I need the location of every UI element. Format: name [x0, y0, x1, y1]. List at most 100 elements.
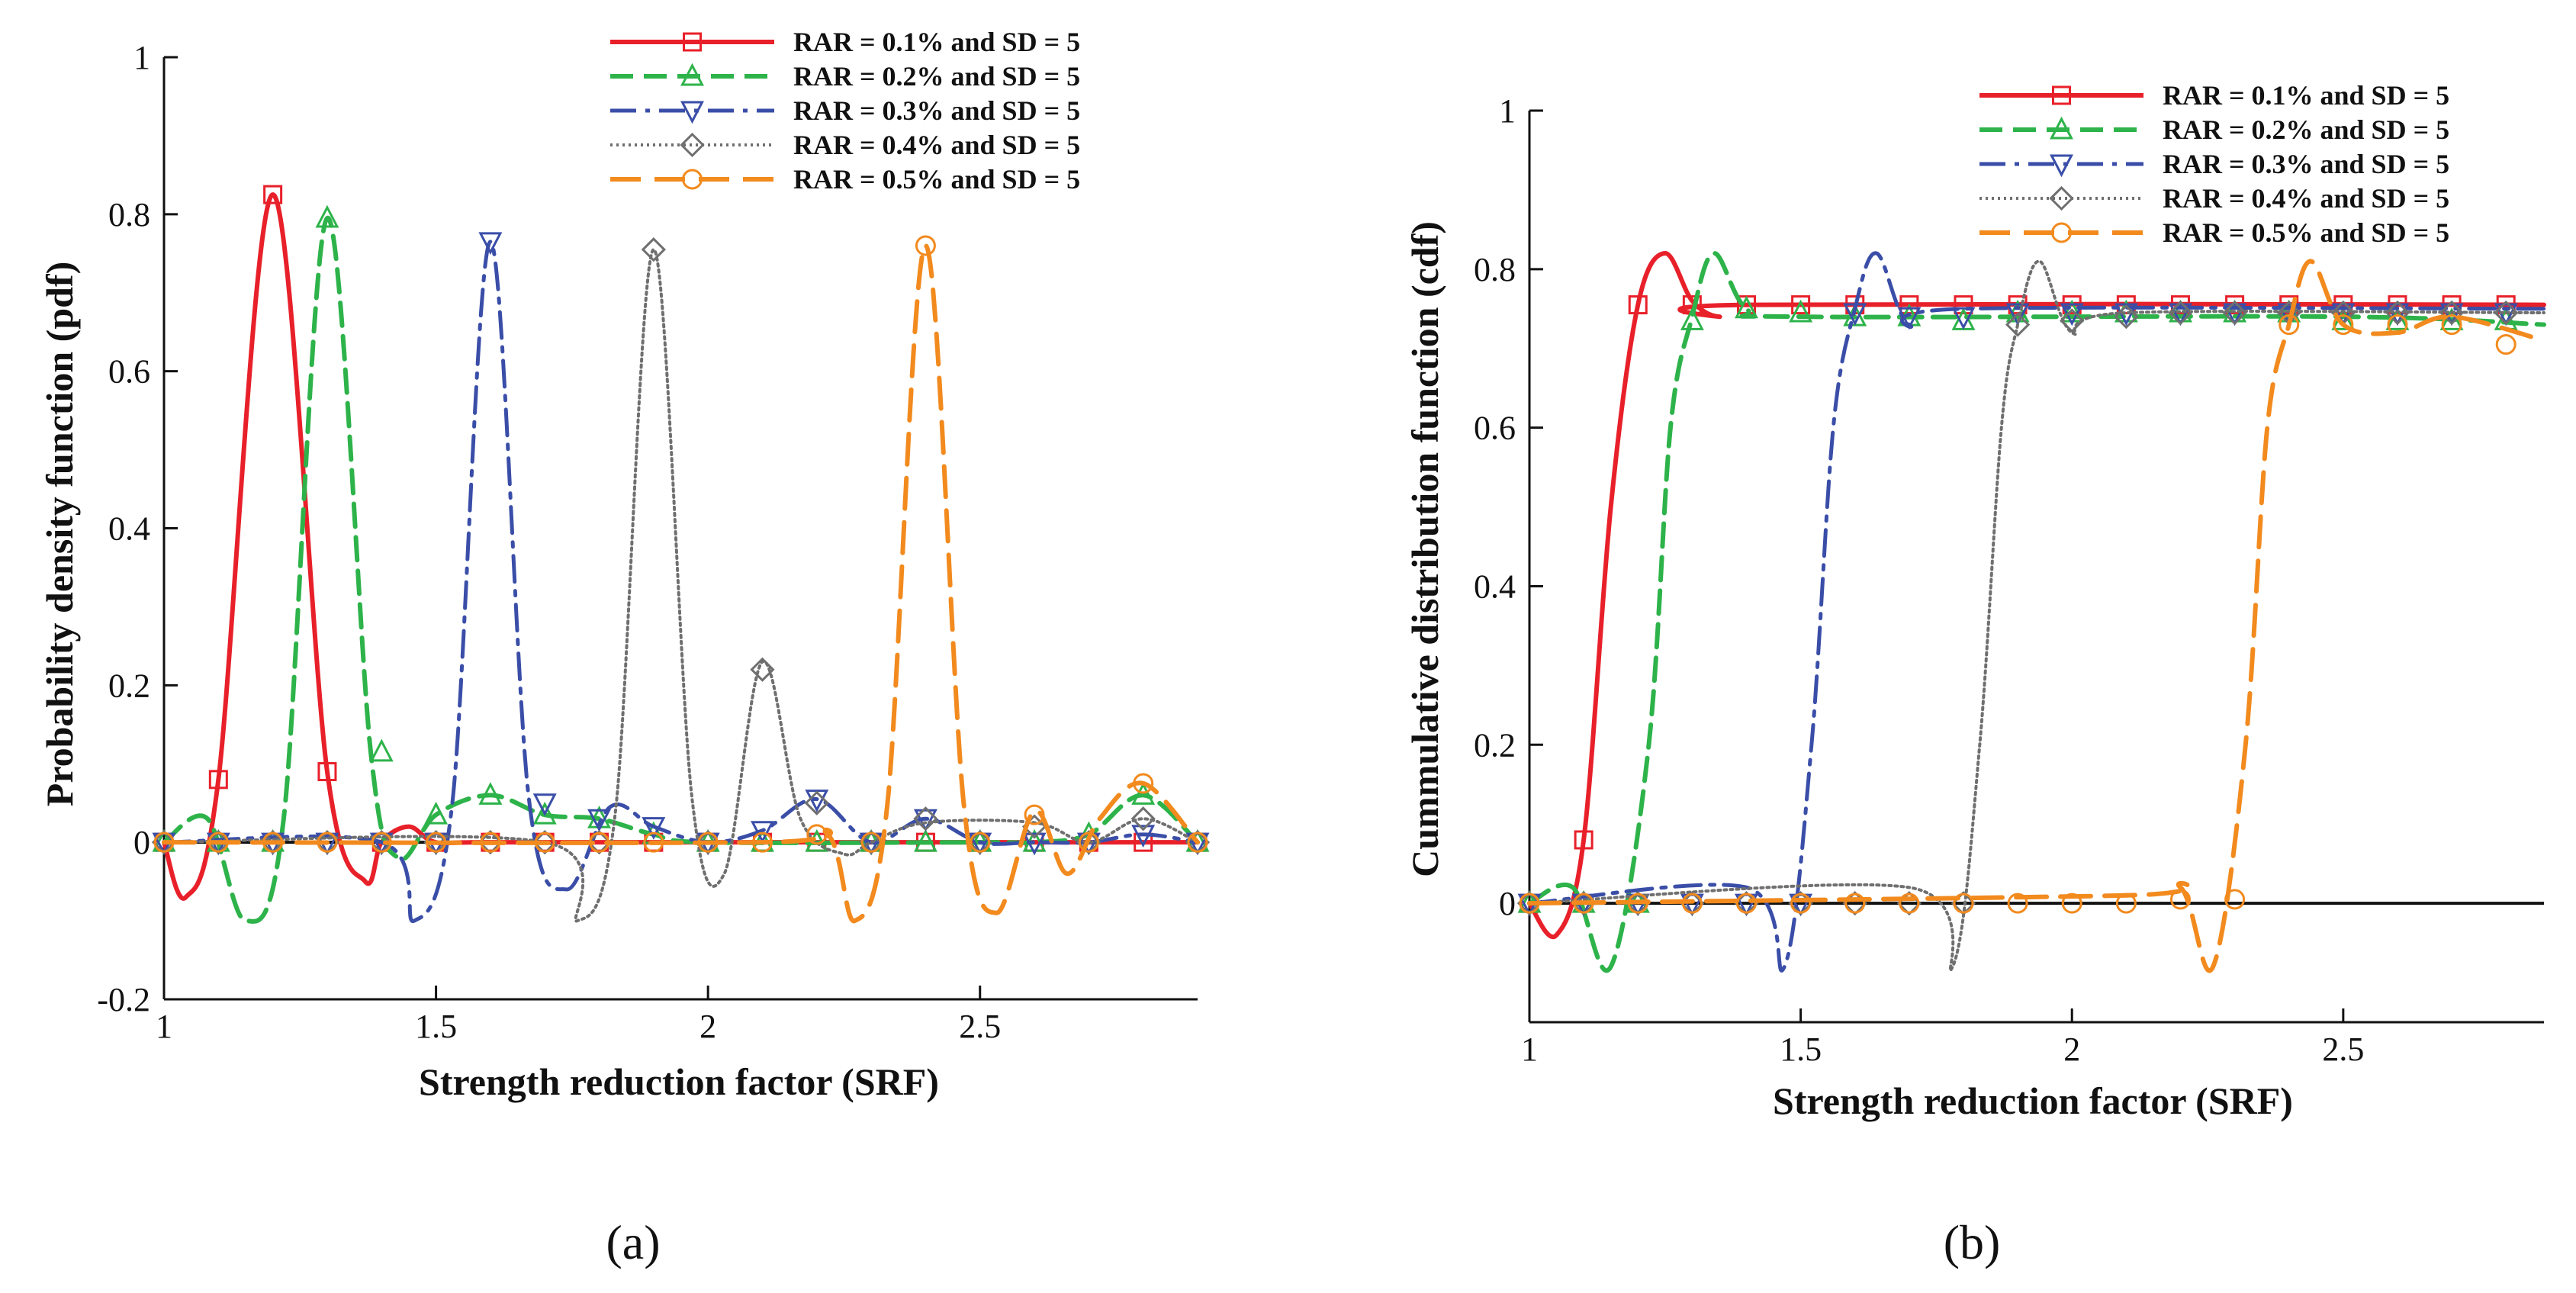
series-4-point	[967, 830, 992, 855]
series-3-point	[642, 817, 666, 840]
series-4-point	[2005, 312, 2031, 337]
series-5-point	[262, 831, 284, 853]
series-5-point	[1024, 804, 1045, 825]
panel-b-plot-area: 0 0.2 0.4 0.6 0.8 1 1 1.5 2 2.5 RAR = 0.1% and SD …	[1474, 80, 2546, 1068]
series-5-point	[697, 831, 719, 853]
series-5-point	[2169, 889, 2191, 910]
y-tick-label: 0.2	[108, 667, 150, 704]
series-3-point	[1843, 303, 1867, 326]
series-5-point	[1078, 831, 1099, 853]
x-tick-label: 1.5	[1780, 1031, 1822, 1068]
panel-a-pdf-chart: -0.2 0 0.2 0.4 0.6 0.8 1 1 1.5 2 2.5 RAR = 0.1% and…	[38, 27, 1211, 1269]
series-3-point	[805, 790, 829, 812]
series-4-point	[314, 830, 340, 855]
series-5-point	[970, 831, 991, 853]
series-1-point	[1628, 295, 1648, 315]
series-4-point	[206, 830, 231, 855]
y-tick-label: 0	[1499, 885, 1516, 922]
legend-marker-5	[682, 169, 703, 190]
series-4-point	[2385, 300, 2410, 326]
series-4-point	[804, 790, 829, 815]
series-5-point	[1735, 893, 1757, 914]
series-5-point	[371, 831, 392, 853]
series-3-point	[478, 232, 503, 256]
series-5-point	[589, 831, 610, 853]
legend-label-5: RAR = 0.5% and SD = 5	[793, 164, 1080, 195]
y-tick-label: 1	[133, 39, 150, 76]
y-tick-label: 0.8	[1474, 251, 1516, 288]
series-2-point	[1680, 307, 1704, 330]
series-4-point	[2114, 304, 2139, 330]
series-5-point	[2279, 314, 2300, 336]
series-1-point	[1574, 830, 1594, 850]
series-5-point	[480, 831, 501, 853]
series-5-point	[2387, 314, 2408, 336]
x-tick-label: 2	[699, 1008, 716, 1045]
series-4-point	[369, 830, 394, 855]
y-tick-label: -0.2	[97, 981, 150, 1018]
legend-label-4: RAR = 0.4% and SD = 5	[793, 130, 1080, 160]
panel-b-y-axis-label: Cummulative distribution function (cdf)	[1404, 221, 1446, 877]
series-5-point	[2333, 314, 2354, 336]
series-4-point	[151, 830, 177, 855]
panel-a-caption: (a)	[606, 1215, 660, 1269]
legend-label-3: RAR = 0.3% and SD = 5	[793, 95, 1080, 126]
series-3-point	[2005, 303, 2030, 326]
series-5-point	[1899, 893, 1920, 914]
series-5-point	[806, 824, 828, 845]
series-4-point	[1130, 806, 1156, 831]
series-3-point	[2169, 303, 2192, 326]
legend-marker-1	[683, 32, 702, 52]
y-tick-label: 0.8	[108, 196, 150, 233]
legend-label-2: RAR = 0.2% and SD = 5	[2163, 114, 2449, 145]
series-3-point	[1131, 825, 1156, 848]
series-line-5	[1527, 259, 2546, 973]
series-4-point	[2494, 300, 2519, 326]
series-5-point	[1627, 893, 1648, 914]
series-5-point	[1187, 831, 1208, 853]
legend-marker-3	[680, 101, 704, 124]
y-tick-label: 0.6	[1474, 410, 1516, 447]
series-4-point	[641, 237, 666, 262]
series-5-point	[915, 235, 936, 256]
series-5-point	[426, 831, 447, 853]
series-line-2	[1527, 251, 2546, 973]
series-4-point	[1571, 891, 1597, 916]
y-tick-label: 1	[1499, 92, 1516, 130]
series-4-point	[2439, 300, 2465, 326]
series-5-point	[317, 831, 338, 853]
series-3-point	[2385, 303, 2410, 326]
y-tick-label: 0.4	[1474, 568, 1516, 605]
series-5-point	[2061, 893, 2082, 914]
series-3-point	[532, 793, 557, 816]
legend-label-1: RAR = 0.1% and SD = 5	[2163, 80, 2449, 111]
panel-a-plot-area: -0.2 0 0.2 0.4 0.6 0.8 1 1 1.5 2 2.5 RAR = 0.1% and…	[97, 27, 1211, 1045]
x-tick-label: 1	[1521, 1031, 1538, 1068]
series-line-1	[162, 192, 1200, 901]
series-2-point	[1131, 782, 1156, 805]
series-5-point	[2115, 893, 2137, 914]
series-4-point	[2222, 300, 2247, 326]
series-line-4	[162, 248, 1199, 923]
series-4-point	[858, 830, 884, 855]
legend-label-1: RAR = 0.1% and SD = 5	[793, 27, 1080, 57]
series-4-point	[587, 830, 612, 855]
series-5-point	[534, 831, 555, 853]
legend-marker-5	[2051, 222, 2072, 243]
series-2-point	[478, 782, 503, 805]
legend-marker-2	[2050, 116, 2073, 140]
series-3-point	[1897, 307, 1922, 330]
x-tick-label: 1	[156, 1008, 172, 1045]
series-1-point	[263, 185, 283, 204]
series-4-point	[696, 830, 721, 855]
series-5-point	[2224, 889, 2246, 910]
series-3-point	[2223, 303, 2247, 326]
series-4-point	[1076, 830, 1101, 855]
series-1-point	[317, 762, 337, 782]
legend-label-4: RAR = 0.4% and SD = 5	[2163, 183, 2449, 214]
series-5-point	[1573, 893, 1594, 914]
legend-label-2: RAR = 0.2% and SD = 5	[793, 61, 1080, 92]
panel-b-cdf-chart: 0 0.2 0.4 0.6 0.8 1 1 1.5 2 2.5 RAR = 0.1% and SD …	[1404, 80, 2546, 1269]
series-5-point	[1844, 893, 1866, 914]
